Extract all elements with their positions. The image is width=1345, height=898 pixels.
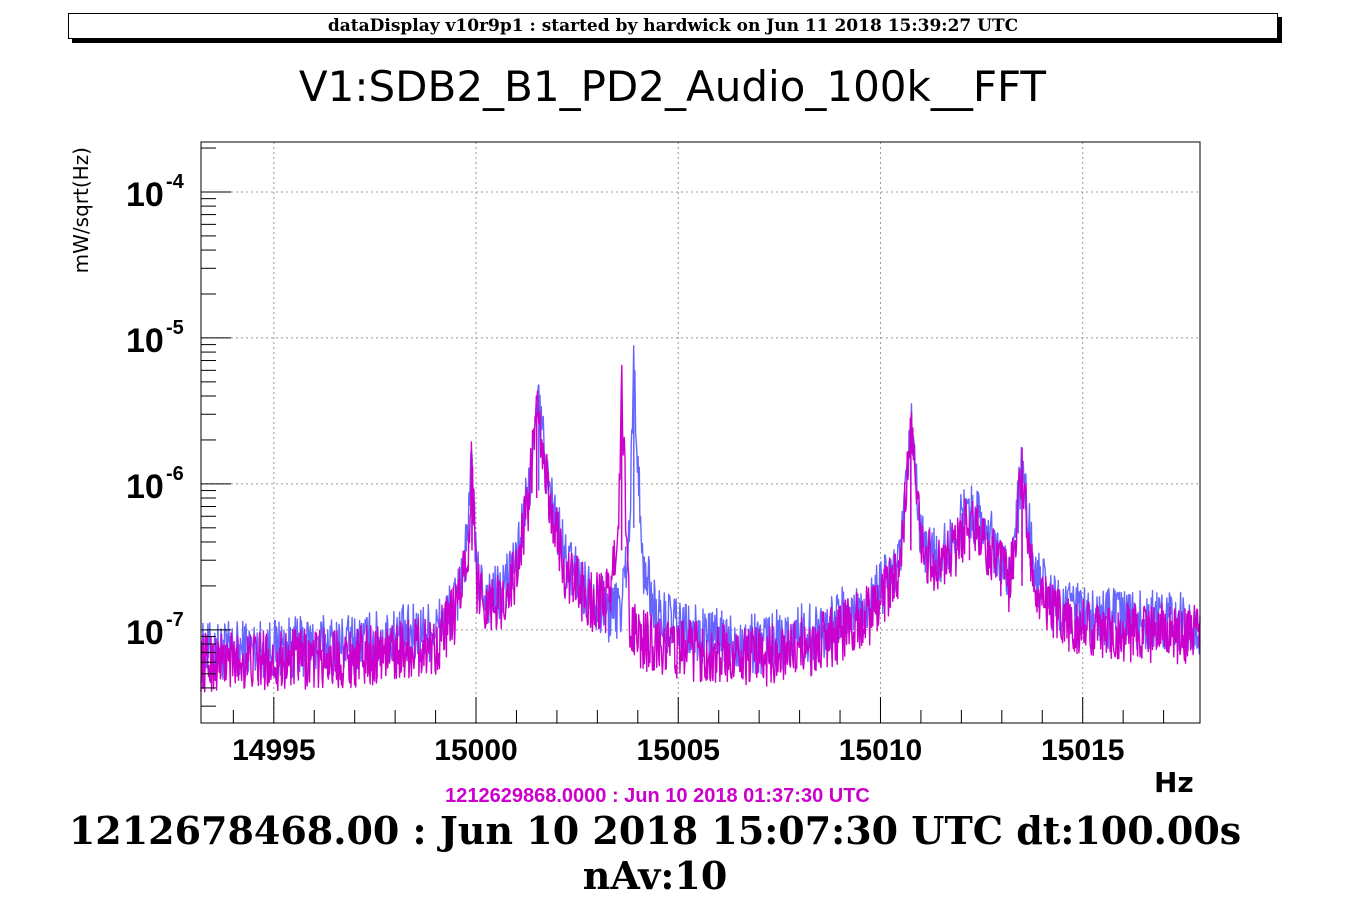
y-tick-exponent: -5 (166, 317, 184, 339)
chart-title: V1:SDB2_B1_PD2_Audio_100k__FFT (298, 62, 1047, 111)
y-axis-label: mW/sqrt(Hz) (69, 147, 93, 273)
y-tick-label: 10 (126, 176, 164, 214)
x-tick-label: 14995 (232, 734, 315, 767)
run-info-banner: dataDisplay v10r9p1 : started by hardwic… (68, 13, 1278, 39)
y-tick-exponent: -6 (166, 463, 184, 485)
x-tick-label: 15005 (637, 734, 720, 767)
y-tick-label: 10 (126, 322, 164, 360)
series-line-reference (200, 364, 1201, 693)
y-tick-label: 10 (126, 468, 164, 506)
current-timestamp: 1212678468.00 : Jun 10 2018 15:07:30 UTC… (68, 808, 1242, 898)
x-tick-label: 15015 (1041, 734, 1124, 767)
y-tick-label: 10 (126, 614, 164, 652)
y-tick-exponent: -4 (166, 171, 185, 193)
plot-frame (200, 141, 1201, 724)
axis-ticks (201, 147, 1165, 723)
x-axis-unit: Hz (1154, 766, 1194, 799)
y-tick-exponent: -7 (166, 609, 184, 631)
x-tick-label: 15010 (839, 734, 922, 767)
series-layer (200, 345, 1201, 693)
reference-timestamp: 1212629868.0000 : Jun 10 2018 01:37:30 U… (445, 785, 870, 807)
x-tick-label: 15000 (434, 734, 517, 767)
